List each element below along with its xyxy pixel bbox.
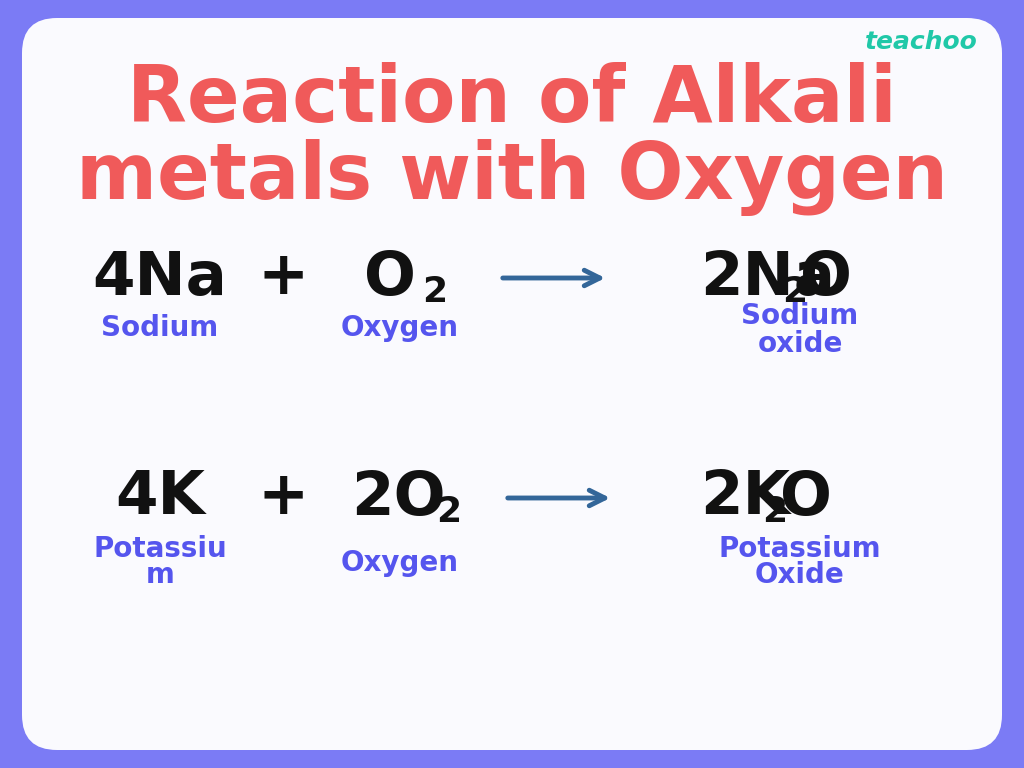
- Text: 4K: 4K: [115, 468, 205, 528]
- Text: O: O: [364, 249, 416, 307]
- Text: 4Na: 4Na: [92, 249, 227, 307]
- Text: Oxide: Oxide: [755, 561, 845, 589]
- Text: 2: 2: [762, 495, 787, 529]
- Text: Sodium: Sodium: [741, 302, 859, 330]
- Text: O: O: [800, 249, 852, 307]
- Text: metals with Oxygen: metals with Oxygen: [76, 140, 948, 217]
- Text: Potassiu: Potassiu: [93, 535, 227, 563]
- Text: +: +: [257, 249, 308, 307]
- Text: 2O: 2O: [350, 468, 445, 528]
- Text: 2: 2: [436, 495, 461, 529]
- Text: 2K: 2K: [700, 468, 790, 528]
- FancyBboxPatch shape: [22, 18, 1002, 750]
- Text: Sodium: Sodium: [101, 314, 219, 342]
- Text: oxide: oxide: [758, 330, 843, 358]
- Text: O: O: [780, 468, 831, 528]
- Text: m: m: [145, 561, 174, 589]
- Text: Oxygen: Oxygen: [341, 549, 459, 577]
- Text: teachoo: teachoo: [865, 30, 978, 54]
- Text: Reaction of Alkali: Reaction of Alkali: [127, 62, 897, 138]
- Text: +: +: [257, 468, 308, 528]
- Text: 2Na: 2Na: [700, 249, 835, 307]
- Text: Oxygen: Oxygen: [341, 314, 459, 342]
- Text: 2: 2: [782, 275, 807, 309]
- Text: Potassium: Potassium: [719, 535, 882, 563]
- Text: 2: 2: [422, 275, 447, 309]
